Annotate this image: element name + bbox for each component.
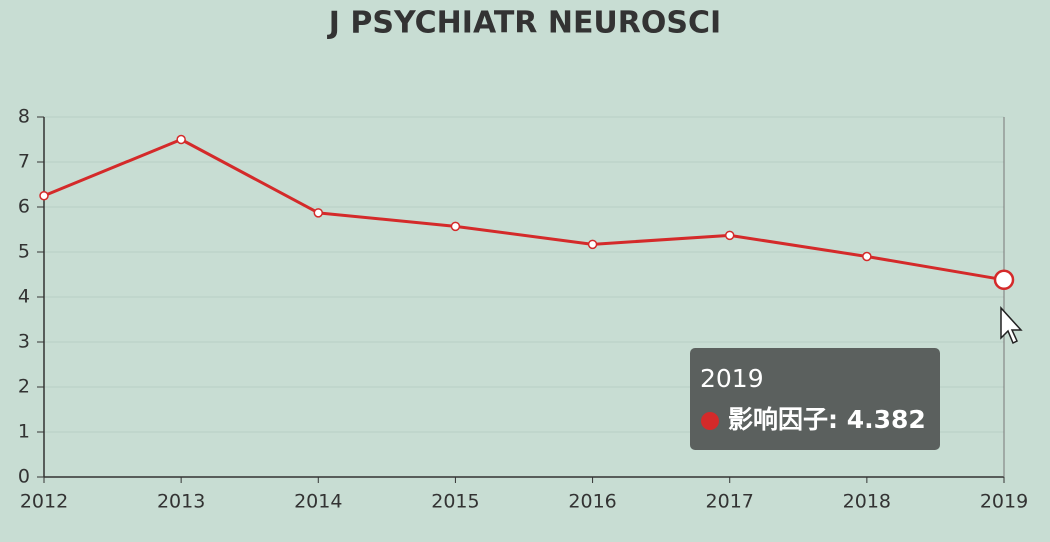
point bbox=[313, 208, 324, 218]
tooltip-box bbox=[690, 348, 940, 450]
line bbox=[43, 138, 1005, 282]
plot bbox=[39, 134, 1015, 291]
y-tick-label: 6 bbox=[18, 196, 30, 218]
y-tick-label: 0 bbox=[18, 466, 30, 488]
tooltip-title: 2019 bbox=[700, 364, 764, 393]
tooltip: 2019 影响因子: 4.382 bbox=[690, 348, 940, 450]
point bbox=[176, 134, 186, 145]
y-tick-label: 7 bbox=[18, 151, 30, 173]
y-tick-label: 5 bbox=[18, 241, 30, 263]
y-tick-label: 3 bbox=[18, 331, 30, 353]
tooltip-entry: 影响因子: 4.382 bbox=[728, 405, 926, 434]
cursor bbox=[1000, 306, 1023, 345]
x-tick-label: 2017 bbox=[706, 491, 754, 513]
x-tick-label: 2019 bbox=[980, 491, 1028, 513]
x-tick-label: 2018 bbox=[843, 491, 891, 513]
chart-title: J PSYCHIATR NEUROSCI bbox=[327, 6, 721, 41]
point bbox=[450, 221, 461, 232]
point bbox=[587, 239, 598, 250]
point bbox=[862, 251, 872, 262]
point bbox=[993, 269, 1015, 291]
x-tick-label: 2014 bbox=[294, 491, 342, 513]
y-tick-label: 1 bbox=[18, 421, 30, 443]
x-tick-label: 2012 bbox=[20, 491, 68, 513]
y-tick-label: 8 bbox=[18, 106, 30, 128]
x-tick-label: 2016 bbox=[568, 491, 616, 513]
point bbox=[724, 230, 735, 241]
point bbox=[39, 191, 49, 201]
x-tick-label: 2015 bbox=[431, 491, 479, 513]
y-tick-label: 4 bbox=[18, 286, 30, 308]
y-tick-label: 2 bbox=[18, 376, 30, 398]
x-tick-label: 2013 bbox=[157, 491, 205, 513]
tooltip-marker bbox=[701, 412, 719, 430]
